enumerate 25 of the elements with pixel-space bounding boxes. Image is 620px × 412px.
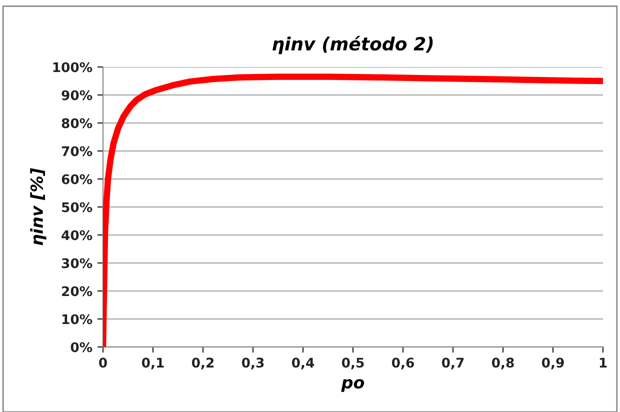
y-tick-label: 10% bbox=[62, 314, 92, 324]
x-tick-label: 0,8 bbox=[492, 358, 514, 370]
y-tick-label: 20% bbox=[62, 286, 92, 296]
y-tick-label: 100% bbox=[53, 62, 92, 72]
x-axis-title: po bbox=[341, 379, 364, 392]
y-tick-label: 50% bbox=[62, 202, 92, 212]
y-tick-label: 60% bbox=[62, 174, 92, 184]
x-tick-label: 0,4 bbox=[292, 358, 314, 370]
y-tick-label: 80% bbox=[62, 118, 92, 128]
x-tick-label: 0 bbox=[99, 358, 107, 368]
y-tick-label: 30% bbox=[62, 258, 92, 268]
x-tick-label: 0,7 bbox=[442, 358, 464, 370]
y-tick-label: 0% bbox=[70, 342, 92, 352]
x-tick-label: 0,6 bbox=[392, 358, 414, 370]
x-tick-label: 1 bbox=[600, 358, 607, 368]
x-tick-label: 0,9 bbox=[542, 358, 564, 370]
x-tick-label: 0,1 bbox=[142, 358, 164, 370]
y-axis-title: ηinv [%] bbox=[30, 168, 46, 246]
y-tick-label: 90% bbox=[62, 90, 92, 100]
y-tick-label: 40% bbox=[62, 230, 92, 240]
x-tick-label: 0,2 bbox=[192, 358, 214, 370]
x-tick-label: 0,3 bbox=[242, 358, 264, 370]
chart-title: ηinv (método 2) bbox=[272, 36, 433, 54]
y-tick-label: 70% bbox=[62, 146, 92, 156]
x-tick-label: 0,5 bbox=[342, 358, 364, 370]
